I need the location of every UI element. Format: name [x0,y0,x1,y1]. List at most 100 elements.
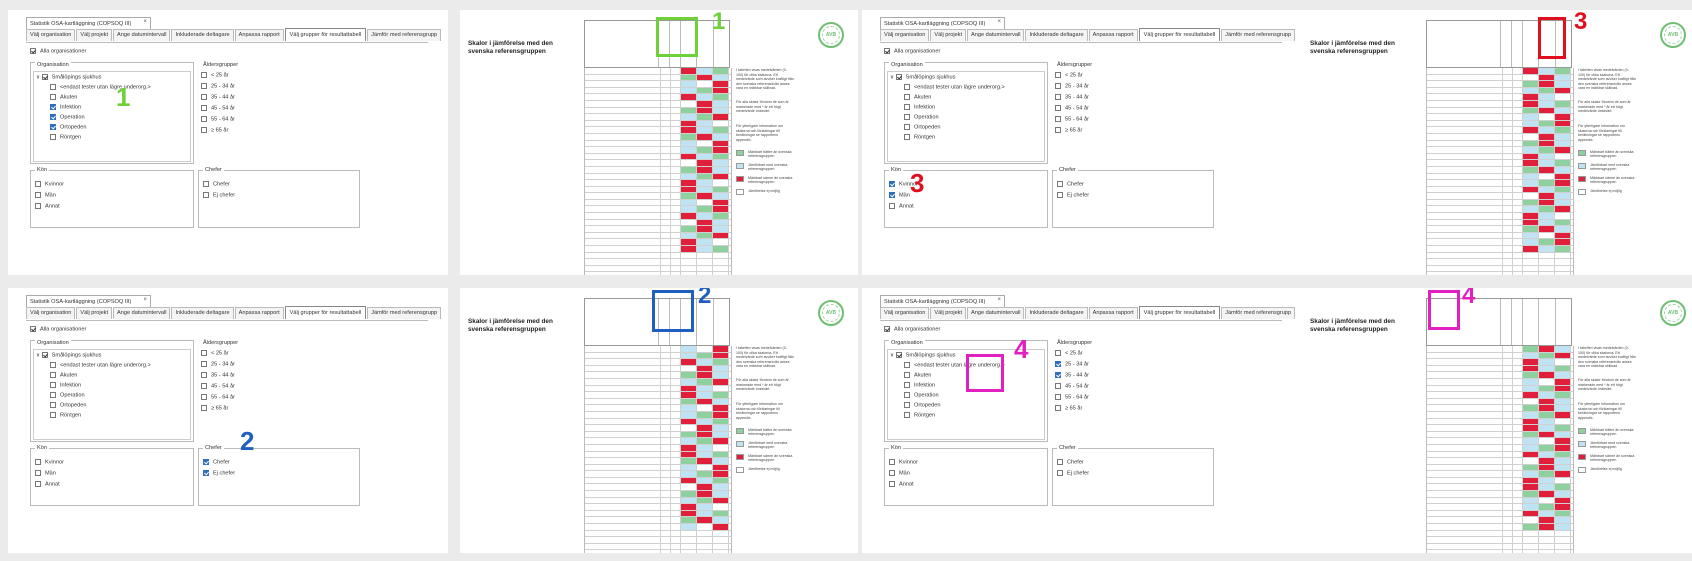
org-item[interactable]: <endast tester utan lägre underorg.> [50,84,151,90]
window-tab[interactable]: Statistik OSA-kartläggning (COPSOQ III) … [880,295,1005,307]
gender-item[interactable]: Kvinnor [35,459,64,465]
age-item[interactable]: ≥ 65 år [201,405,228,411]
org-root-checkbox[interactable] [895,352,902,358]
org-item[interactable]: <endast tester utan lägre underorg.> [904,362,1005,368]
tree-root[interactable]: ∨ Smålöpings sjukhus [890,74,955,80]
tab-ange-datumintervall[interactable]: Ange datumintervall [113,307,171,319]
age-checkbox[interactable] [1055,394,1061,400]
chef-item[interactable]: Ej chefer [203,470,235,476]
all-orgs-checkbox-row[interactable]: Alla organisationer [884,326,940,332]
age-item[interactable]: < 25 år [1055,72,1083,78]
org-item-checkbox[interactable] [904,392,910,398]
gender-checkbox[interactable] [889,181,895,187]
age-checkbox[interactable] [1055,350,1061,356]
tab-valj-projekt[interactable]: Välj projekt [930,29,967,41]
age-checkbox[interactable] [201,350,207,356]
gender-checkbox[interactable] [889,203,895,209]
chef-checkbox[interactable] [203,192,209,198]
org-item[interactable]: Infektion [904,382,935,388]
all-orgs-checkbox[interactable] [884,326,890,332]
chevron-down-icon[interactable]: ∨ [36,74,41,81]
age-checkbox[interactable] [1055,83,1061,89]
all-orgs-checkbox-row[interactable]: Alla organisationer [30,48,86,54]
all-orgs-checkbox[interactable] [30,326,36,332]
age-checkbox[interactable] [201,127,207,133]
organisation-tree[interactable]: ∨ Smålöpings sjukhus <endast tester utan… [33,71,191,162]
tab-anpassa-rapport[interactable]: Anpassa rapport [234,307,284,319]
chef-item[interactable]: Chefer [203,459,230,465]
gender-checkbox[interactable] [35,481,41,487]
gender-item[interactable]: Kvinnor [35,181,64,187]
chef-item[interactable]: Ej chefer [1057,192,1089,198]
age-item[interactable]: 45 - 54 år [201,105,235,111]
org-item-checkbox[interactable] [904,94,910,100]
org-item-checkbox[interactable] [50,104,56,110]
org-item-checkbox[interactable] [904,124,910,130]
org-item-checkbox[interactable] [904,402,910,408]
age-item[interactable]: 25 - 34 år [201,83,235,89]
gender-item[interactable]: Kvinnor [889,459,918,465]
tree-root[interactable]: ∨ Smålöpings sjukhus [36,74,101,80]
gender-checkbox[interactable] [35,192,41,198]
all-orgs-checkbox-row[interactable]: Alla organisationer [884,48,940,54]
org-item[interactable]: Röntgen [904,134,935,140]
chef-checkbox[interactable] [1057,181,1063,187]
org-item[interactable]: Akuten [904,372,931,378]
close-icon[interactable]: × [143,297,147,303]
age-checkbox[interactable] [201,361,207,367]
age-checkbox[interactable] [1055,405,1061,411]
org-item-checkbox[interactable] [904,114,910,120]
age-checkbox[interactable] [201,94,207,100]
age-checkbox[interactable] [1055,116,1061,122]
chevron-down-icon[interactable]: ∨ [36,352,41,359]
org-item[interactable]: Ortopeden [50,124,86,130]
chevron-down-icon[interactable]: ∨ [890,74,895,81]
age-checkbox[interactable] [1055,361,1061,367]
org-item[interactable]: Ortopeden [50,402,86,408]
org-item-checkbox[interactable] [50,372,56,378]
close-icon[interactable]: × [997,297,1001,303]
chef-checkbox[interactable] [203,181,209,187]
gender-checkbox[interactable] [35,470,41,476]
org-item-checkbox[interactable] [904,362,910,368]
tab-ange-datumintervall[interactable]: Ange datumintervall [967,29,1025,41]
chef-item[interactable]: Chefer [203,181,230,187]
org-root-checkbox[interactable] [41,74,48,80]
close-icon[interactable]: × [997,19,1001,25]
org-item[interactable]: Infektion [904,104,935,110]
age-checkbox[interactable] [201,105,207,111]
age-item[interactable]: ≥ 65 år [1055,127,1082,133]
age-checkbox[interactable] [1055,72,1061,78]
gender-checkbox[interactable] [889,459,895,465]
org-item-checkbox[interactable] [50,402,56,408]
chef-checkbox[interactable] [203,459,209,465]
tab-jamfor-referensgrupp[interactable]: Jämför med referensgrupp [367,29,442,41]
org-item-checkbox[interactable] [904,412,910,418]
chef-item[interactable]: Ej chefer [1057,470,1089,476]
age-checkbox[interactable] [1055,372,1061,378]
all-orgs-checkbox[interactable] [30,48,36,54]
age-item[interactable]: < 25 år [1055,350,1083,356]
age-item[interactable]: 55 - 64 år [1055,394,1089,400]
tab-valj-organisation[interactable]: Välj organisation [26,29,76,41]
tab-ange-datumintervall[interactable]: Ange datumintervall [113,29,171,41]
org-item[interactable]: Ortopeden [904,402,940,408]
gender-checkbox[interactable] [889,192,895,198]
age-item[interactable]: 35 - 44 år [1055,372,1089,378]
chevron-down-icon[interactable]: ∨ [890,352,895,359]
tab-valj-grupper[interactable]: Välj grupper för resultattabell [284,28,367,41]
org-item[interactable]: Infektion [50,382,81,388]
age-checkbox[interactable] [201,383,207,389]
organisation-tree[interactable]: ∨ Smålöpings sjukhus <endast tester utan… [887,71,1045,162]
age-item[interactable]: 55 - 64 år [201,116,235,122]
gender-checkbox[interactable] [35,181,41,187]
organisation-tree[interactable]: ∨ Smålöpings sjukhus <endast tester utan… [887,349,1045,440]
tab-valj-organisation[interactable]: Välj organisation [880,307,930,319]
org-item-checkbox[interactable] [50,84,56,90]
org-item[interactable]: <endast tester utan lägre underorg.> [904,84,1005,90]
age-checkbox[interactable] [201,405,207,411]
chef-checkbox[interactable] [1057,192,1063,198]
gender-checkbox[interactable] [35,203,41,209]
org-item-checkbox[interactable] [50,114,56,120]
org-item[interactable]: Operation [904,392,939,398]
